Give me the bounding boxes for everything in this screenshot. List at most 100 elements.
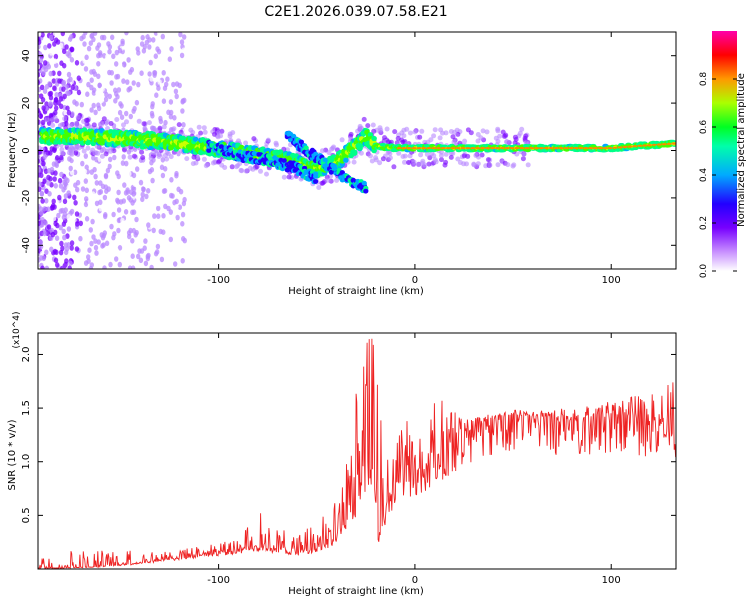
spectral-noise-point bbox=[70, 84, 75, 91]
spectral-noise-point bbox=[129, 189, 134, 195]
spectral-noise-point bbox=[121, 78, 126, 84]
spectral-noise-point bbox=[84, 187, 90, 194]
spectral-halo-point bbox=[406, 160, 411, 165]
spectral-halo-point bbox=[44, 117, 50, 123]
spectral-halo-point bbox=[419, 128, 425, 134]
colorbar-tick-label: 0.8 bbox=[699, 72, 709, 87]
spectral-noise-point bbox=[165, 221, 170, 227]
spectral-noise-point bbox=[99, 97, 105, 104]
spectral-noise-point bbox=[115, 197, 120, 204]
spectral-noise-point bbox=[49, 50, 54, 56]
spectral-noise-point bbox=[43, 60, 48, 66]
colorbar-gradient bbox=[712, 31, 737, 271]
spectral-noise-point bbox=[67, 52, 72, 59]
spectral-noise-point bbox=[128, 197, 133, 203]
spectral-halo-point bbox=[105, 126, 110, 131]
spectral-noise-point bbox=[43, 220, 48, 226]
spectral-halo-point bbox=[392, 129, 398, 135]
spectral-noise-point bbox=[44, 159, 49, 166]
spectral-halo-point bbox=[265, 137, 271, 143]
spectral-noise-point bbox=[124, 160, 129, 167]
spectral-noise-point bbox=[41, 105, 46, 111]
spectral-core-point bbox=[598, 147, 603, 150]
snr-ytick-label: 1.0 bbox=[21, 454, 32, 470]
spectral-halo-point bbox=[443, 151, 449, 157]
spectral-halo-point bbox=[455, 156, 461, 162]
spectral-noise-point bbox=[66, 242, 71, 248]
spectral-core-point bbox=[450, 147, 456, 150]
spectral-halo-point bbox=[85, 145, 91, 151]
spectral-noise-point bbox=[58, 42, 64, 49]
spectral-noise-point bbox=[55, 222, 60, 229]
spectral-halo-point bbox=[385, 139, 391, 145]
spectral-noise-point bbox=[66, 90, 72, 97]
spectrogram-xtick-label: -100 bbox=[207, 275, 230, 286]
spectral-halo-point bbox=[504, 139, 510, 145]
spectral-halo-point bbox=[358, 150, 364, 156]
spectral-halo-point bbox=[136, 118, 142, 124]
spectral-halo-point bbox=[475, 138, 481, 144]
spectral-halo-point bbox=[511, 162, 517, 168]
spectral-noise-point bbox=[64, 84, 69, 90]
spectral-core-point bbox=[583, 147, 589, 150]
spectral-halo-point bbox=[520, 156, 526, 162]
spectral-band-point bbox=[343, 157, 349, 163]
spectral-noise-point bbox=[149, 264, 154, 269]
spectral-noise-point bbox=[69, 240, 75, 246]
spectral-halo-point bbox=[141, 121, 147, 127]
spectral-noise-point bbox=[88, 227, 94, 233]
spectral-noise-point bbox=[51, 198, 56, 205]
spectral-core-point bbox=[465, 147, 471, 150]
spectral-noise-point bbox=[160, 172, 166, 179]
spectral-core-point bbox=[475, 147, 481, 150]
spectral-halo-point bbox=[108, 121, 114, 126]
spectral-noise-point bbox=[75, 186, 80, 193]
spectral-noise-point bbox=[66, 71, 72, 78]
spectral-noise-point bbox=[43, 66, 49, 73]
spectral-halo-point bbox=[201, 125, 207, 131]
spectral-halo-point bbox=[149, 125, 155, 131]
spectral-noise-point bbox=[144, 193, 149, 200]
spectral-halo-point bbox=[154, 151, 160, 156]
spectral-noise-point bbox=[129, 160, 134, 166]
spectral-noise-point bbox=[179, 52, 185, 59]
spectral-halo-point bbox=[254, 164, 260, 170]
spectral-noise-point bbox=[65, 105, 70, 112]
spectral-noise-point bbox=[130, 265, 136, 269]
spectral-halo-point bbox=[501, 133, 507, 139]
spectral-noise-point bbox=[43, 44, 48, 51]
spectral-noise-point bbox=[116, 227, 121, 234]
spectral-noise-point bbox=[180, 211, 186, 218]
spectral-core-point bbox=[553, 147, 559, 150]
spectral-noise-point bbox=[111, 211, 116, 218]
spectral-noise-point bbox=[151, 241, 156, 248]
spectral-halo-point bbox=[426, 161, 432, 167]
spectral-noise-point bbox=[83, 178, 89, 184]
spectral-noise-point bbox=[60, 207, 65, 214]
spectral-halo-point bbox=[59, 122, 65, 127]
spectral-halo-point bbox=[495, 162, 501, 168]
spectral-noise-point bbox=[108, 261, 113, 268]
colorbar-label: Normalized spectral amplitude bbox=[736, 73, 747, 227]
spectral-noise-point bbox=[38, 158, 41, 164]
spectral-halo-point bbox=[448, 154, 454, 160]
spectral-noise-point bbox=[111, 53, 116, 60]
spectral-core-point bbox=[539, 147, 544, 150]
spectral-noise-point bbox=[173, 244, 178, 251]
spectral-noise-point bbox=[182, 196, 187, 203]
spectral-noise-point bbox=[86, 258, 91, 265]
spectral-noise-point bbox=[96, 73, 101, 80]
spectral-noise-point bbox=[66, 184, 71, 191]
spectral-noise-point bbox=[70, 111, 75, 117]
spectral-noise-point bbox=[119, 224, 125, 231]
spectral-noise-point bbox=[53, 97, 58, 103]
spectral-noise-point bbox=[147, 44, 152, 50]
spectrogram-ytick-label: -20 bbox=[21, 190, 32, 206]
spectral-noise-point bbox=[44, 198, 49, 204]
spectral-halo-point bbox=[371, 128, 377, 134]
spectral-noise-point bbox=[52, 176, 57, 182]
spectral-halo-point bbox=[448, 129, 454, 134]
spectral-noise-point bbox=[136, 81, 141, 88]
spectral-core-point bbox=[617, 146, 623, 149]
spectral-halo-point bbox=[325, 177, 331, 183]
